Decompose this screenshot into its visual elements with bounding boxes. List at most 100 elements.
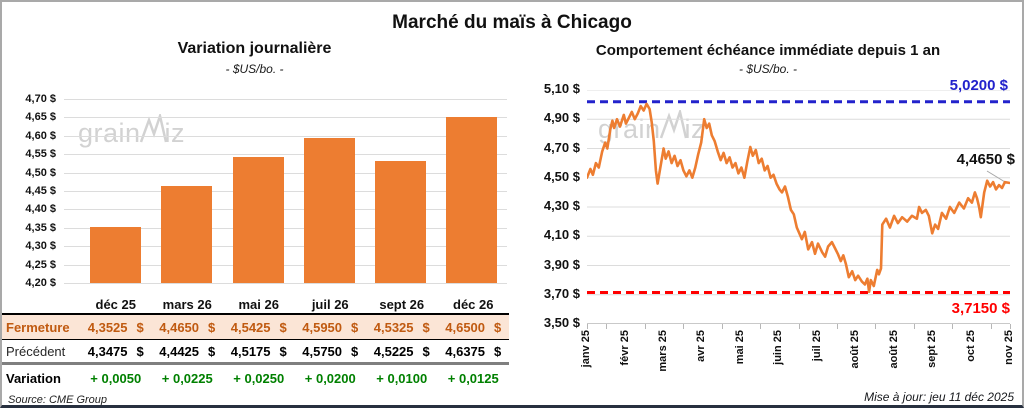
watermark-text: iz — [164, 117, 186, 148]
currency-sign: $ — [494, 319, 502, 335]
gridline — [64, 227, 507, 229]
resistance-level-label: 5,0200 $ — [949, 77, 1008, 94]
watermark-text: grain — [78, 117, 141, 148]
variation-value: + 0,0100 — [376, 371, 428, 386]
bar-ytick-label: 4,50 $ — [25, 166, 56, 179]
gridline — [64, 154, 507, 156]
currency-sign: $ — [351, 343, 359, 359]
variation-value: + 0,0225 — [161, 371, 213, 386]
bar-ytick-label: 4,70 $ — [25, 93, 56, 105]
currency-sign: $ — [422, 319, 430, 335]
table-corner-cell — [2, 296, 80, 315]
bar-ytick-label: 4,45 $ — [25, 185, 56, 197]
precedent-value: 4,4425 $ — [151, 340, 223, 365]
bar-chart-plot — [64, 99, 507, 284]
line-ytick-label: 4,30 $ — [543, 198, 580, 213]
line-ytick-label: 4,90 $ — [543, 110, 580, 126]
bar-chart-y-axis: 4,70 $ 4,65 $ 4,60 $ 4,55 $ 4,50 $ 4,45 $ 4,40… — [2, 93, 56, 289]
line-ytick-label: 4,10 $ — [543, 227, 580, 243]
bar-juil 26 — [303, 137, 355, 283]
gridline — [64, 172, 507, 174]
futures-price-table: déc 25 mars 26 mai 26 juil 26 sept 26 déc 26 F… — [2, 296, 509, 392]
price-number: 4,5425 — [230, 319, 271, 335]
fermeture-value: 4,5325 $ — [366, 315, 438, 340]
axis-tick — [837, 324, 838, 329]
row-label-precedent: Précédent — [2, 340, 80, 365]
xtick-label: mai 25 — [733, 330, 746, 365]
xtick-label: sept 25 — [926, 330, 939, 368]
axis-tick — [644, 324, 646, 329]
price-number: 4,5225 — [373, 343, 414, 359]
gridline — [64, 117, 507, 119]
line-ytick-label: 4,70 $ — [543, 139, 580, 155]
line-chart-title: Comportement échéance immédiate depuis 1… — [595, 42, 941, 59]
gridline — [64, 283, 507, 284]
price-number: 4,3525 — [87, 319, 128, 335]
last-price-label: 4,4650 $ — [956, 151, 1015, 168]
currency-sign: $ — [208, 343, 216, 359]
bar-ytick-label: 4,25 $ — [25, 258, 56, 271]
xtick-label: mars 25 — [656, 330, 669, 372]
price-number: 4,5750 — [302, 343, 343, 359]
price-number: 4,6375 — [445, 343, 486, 359]
currency-sign: $ — [208, 319, 216, 335]
bar-chart-title: Variation journalière — [177, 40, 332, 57]
fermeture-value: 4,5425 $ — [223, 315, 295, 340]
bar-chart-subtitle: - $US/bo. - — [225, 62, 284, 76]
bar-mai 26 — [232, 157, 284, 283]
gridline — [64, 99, 507, 100]
bar-mars 26 — [161, 185, 213, 283]
variation-value: + 0,0125 — [447, 371, 499, 386]
watermark-text: iz — [684, 113, 706, 144]
bar-ytick-label: 4,30 $ — [25, 240, 56, 253]
variation-value: + 0,0050 — [90, 371, 142, 386]
fermeture-value: 4,3525 $ — [80, 315, 152, 340]
updated-note: Mise à jour: jeu 11 déc 2025 — [864, 390, 1014, 404]
line-chart-svg — [585, 89, 1011, 324]
column-header: sept 26 — [366, 296, 438, 315]
zigzag-line-icon — [139, 114, 167, 143]
xtick-label: juil 25 — [810, 330, 823, 362]
bar-ytick-label: 4,55 $ — [25, 148, 56, 161]
fermeture-value: 4,4650 $ — [151, 315, 223, 340]
column-header: déc 25 — [80, 296, 152, 315]
price-number: 4,5175 — [230, 343, 271, 359]
gridline — [64, 191, 507, 192]
precedent-value: 4,5750 $ — [294, 340, 366, 365]
column-header: juil 26 — [294, 296, 366, 315]
currency-sign: $ — [279, 319, 287, 335]
support-level-label: 3,7150 $ — [951, 300, 1010, 317]
bar-déc 26 — [446, 117, 498, 283]
grainwiz-watermark: grain iz — [78, 114, 185, 152]
currency-sign: $ — [422, 343, 430, 359]
column-header: mars 26 — [151, 296, 223, 315]
xtick-label: avr 25 — [695, 330, 708, 362]
price-number: 4,4425 — [159, 343, 200, 359]
xtick-label: janv 25 — [580, 330, 592, 368]
bar-ytick-label: 4,35 $ — [25, 221, 56, 234]
axis-tick — [875, 324, 877, 329]
variation-value: + 0,0200 — [304, 371, 356, 386]
fermeture-value: 4,5950 $ — [294, 315, 366, 340]
line-chart-x-axis: janv 25 févr 25 mars 25 avr 25 mai 25 juin 25… — [580, 330, 1015, 396]
currency-sign: $ — [351, 319, 359, 335]
line-ytick-label: 3,90 $ — [543, 256, 580, 272]
precedent-value: 4,5225 $ — [366, 340, 438, 365]
bar-ytick-label: 4,65 $ — [25, 111, 56, 124]
axis-tick — [990, 324, 992, 329]
gridline — [64, 246, 507, 248]
page-title: Marché du maïs à Chicago — [392, 12, 632, 33]
axis-tick — [587, 324, 588, 329]
bar-sept 26 — [374, 160, 426, 283]
source-note: Source: CME Group — [8, 394, 108, 406]
price-number: 4,6500 — [445, 319, 486, 335]
row-label-fermeture: Fermeture — [2, 315, 80, 340]
gridline — [64, 209, 507, 211]
xtick-label: oct 25 — [964, 330, 977, 362]
xtick-label: juin 25 — [772, 330, 785, 365]
bar-ytick-label: 4,20 $ — [25, 277, 56, 289]
price-number: 4,3475 — [87, 343, 128, 359]
gridline — [64, 135, 507, 137]
currency-sign: $ — [136, 319, 144, 335]
